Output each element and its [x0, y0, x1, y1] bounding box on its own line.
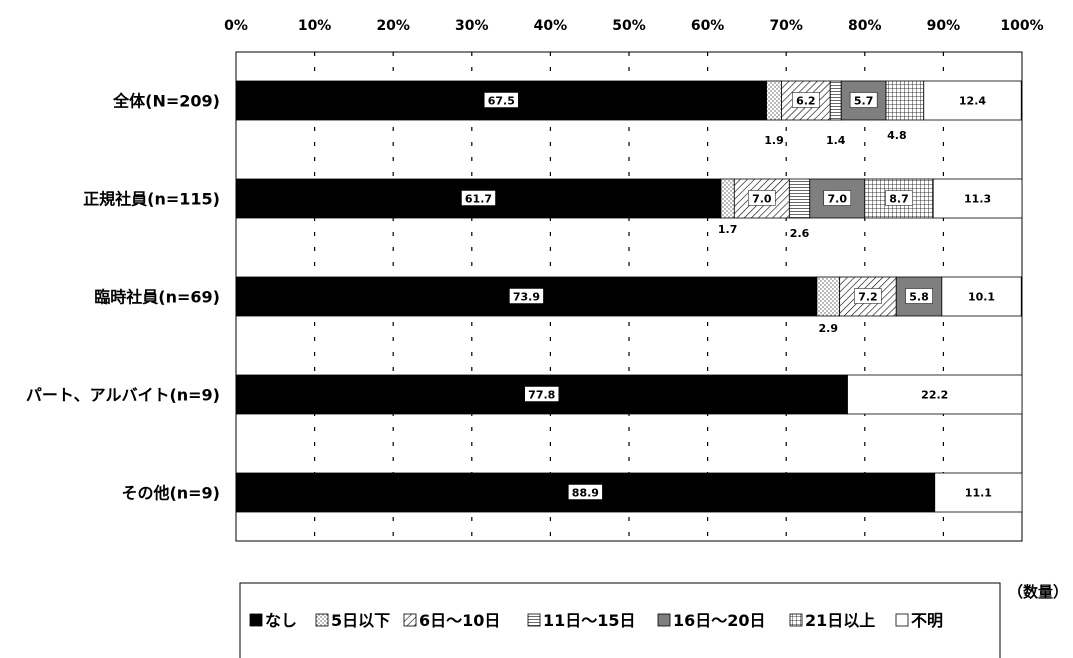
- data-label: 2.6: [790, 227, 810, 240]
- data-label: 73.9: [513, 291, 540, 304]
- x-tick-label: 80%: [848, 18, 882, 34]
- data-label-box: [885, 190, 913, 206]
- legend-swatch: [895, 613, 909, 627]
- data-label: 8.7: [889, 193, 909, 206]
- data-label: 4.8: [887, 129, 907, 142]
- bar-segment: [816, 276, 841, 317]
- legend-label: 5日以下: [331, 611, 390, 630]
- legend-swatch: [789, 613, 803, 627]
- x-tick-label: 60%: [691, 18, 725, 34]
- bar-segment: [885, 80, 925, 121]
- data-label: 6.2: [796, 95, 816, 108]
- data-label: 67.5: [488, 95, 515, 108]
- category-label: 正規社員(n=115): [83, 190, 220, 209]
- data-label-box: [849, 92, 878, 108]
- data-label: 88.9: [572, 487, 599, 500]
- legend-label: 不明: [911, 611, 943, 630]
- data-label: 2.9: [819, 322, 839, 335]
- x-tick-label: 50%: [612, 18, 646, 34]
- bar-segment: [829, 80, 842, 121]
- data-label: 22.2: [921, 389, 948, 402]
- legend: なし 5日以下 6日～10日 11日～15日 16日～20日 21日以上 不明 （数量）: [239, 582, 1068, 658]
- legend-label: 11日～15日: [543, 611, 636, 630]
- legend-swatch: [249, 613, 263, 627]
- category-label: パート、アルバイト(n=9): [26, 386, 220, 405]
- bar-segment: [847, 374, 1023, 415]
- data-label: 7.2: [858, 291, 878, 304]
- data-label-box: [854, 288, 882, 304]
- data-label: 77.8: [528, 389, 555, 402]
- data-label: 5.7: [854, 95, 874, 108]
- category-label: その他(n=9): [121, 484, 220, 503]
- data-label-box: [509, 288, 544, 304]
- data-label-box: [905, 288, 933, 304]
- legend-label: なし: [265, 611, 297, 630]
- x-tick-label: 40%: [534, 18, 568, 34]
- data-label: 10.1: [968, 291, 995, 304]
- x-tick-label: 100%: [1000, 18, 1043, 34]
- x-tick-label: 70%: [769, 18, 803, 34]
- data-label: 11.1: [965, 487, 992, 500]
- x-tick-label: 10%: [298, 18, 332, 34]
- plot-area: 67.5 1.9 6.2 1.4 5.7 4.8 12.4 61.7 1.7 7.0 2.6 7.0 8…: [235, 51, 1023, 542]
- data-label-box: [484, 92, 519, 108]
- bar-segment: [941, 276, 1022, 317]
- x-axis-ticks: 0% 10% 20% 30% 40% 50% 60% 70% 80% 90% 100%: [224, 18, 1044, 34]
- x-tick-label: 90%: [927, 18, 961, 34]
- bar-segment: [934, 472, 1023, 513]
- data-label: 61.7: [465, 193, 492, 206]
- x-tick-label: 30%: [455, 18, 489, 34]
- bar-segment: [932, 178, 1023, 219]
- category-labels: 全体(N=209) 正規社員(n=115) 臨時社員(n=69) パート、アルバイト(…: [26, 92, 220, 503]
- legend-swatch: [527, 613, 541, 627]
- bar-segment: [766, 80, 782, 121]
- legend-label: 21日以上: [805, 611, 875, 630]
- x-tick-label: 20%: [376, 18, 410, 34]
- legend-swatch: [403, 613, 417, 627]
- data-label-box: [823, 190, 852, 206]
- x-tick-label: 0%: [224, 18, 248, 34]
- data-label: 1.9: [764, 134, 784, 147]
- data-label-box: [748, 190, 776, 206]
- data-label: 12.4: [959, 95, 986, 108]
- unit-note: （数量）: [1008, 583, 1068, 601]
- data-label: 1.7: [718, 223, 738, 236]
- data-label-box: [524, 386, 560, 402]
- data-label: 1.4: [826, 134, 846, 147]
- legend-box: [239, 582, 1001, 658]
- bar-segment: [923, 80, 1022, 121]
- bar-segment: [788, 178, 811, 219]
- data-label-box: [568, 484, 603, 500]
- data-label-box: [792, 92, 820, 108]
- legend-swatch: [315, 613, 329, 627]
- legend-label: 6日～10日: [419, 611, 500, 630]
- data-label: 5.8: [909, 291, 929, 304]
- legend-label: 16日～20日: [673, 611, 766, 630]
- data-label: 7.0: [828, 193, 848, 206]
- legend-swatch: [657, 613, 671, 627]
- data-label: 7.0: [752, 193, 772, 206]
- data-label-box: [461, 190, 496, 206]
- data-label: 11.3: [964, 193, 991, 206]
- category-label: 臨時社員(n=69): [94, 288, 220, 307]
- category-label: 全体(N=209): [112, 92, 220, 111]
- bar-segment: [720, 178, 735, 219]
